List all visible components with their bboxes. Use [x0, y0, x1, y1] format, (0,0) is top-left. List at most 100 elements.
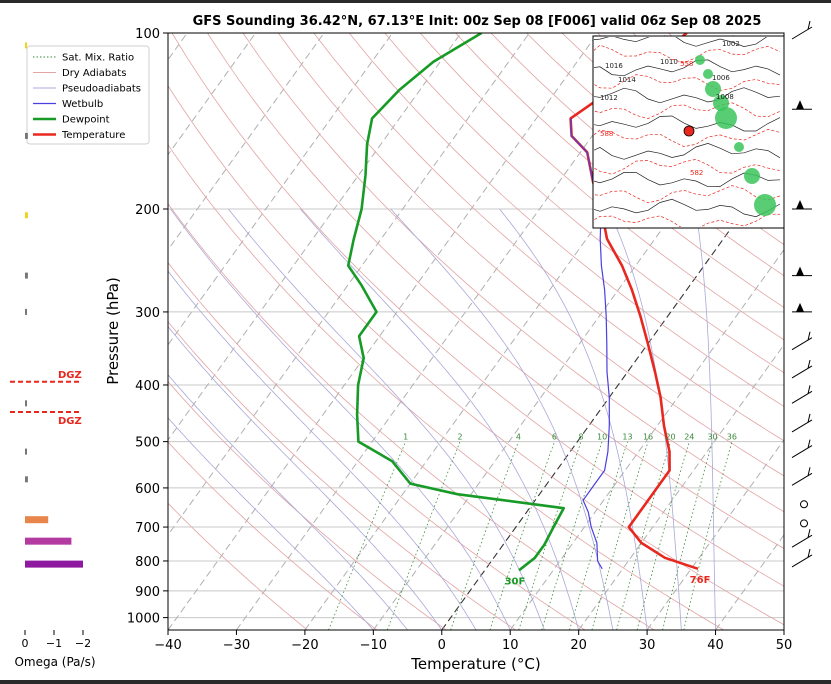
- isotherm-line: [168, 33, 393, 346]
- pseudoadiabat-line: [695, 208, 716, 630]
- mixing-ratio-line: [489, 441, 555, 630]
- mixing-ratio-label: 8: [578, 433, 583, 442]
- wind-barb-staff: [791, 419, 813, 433]
- x-tick-label: 50: [776, 638, 793, 653]
- mixing-ratio-line: [569, 441, 628, 630]
- y-tick-label: 800: [135, 555, 160, 570]
- dry-adiabat-line: [168, 321, 516, 630]
- omega-bar: [25, 400, 27, 407]
- mixing-ratio-label: 4: [516, 433, 521, 442]
- mixing-ratio-label: 36: [727, 433, 737, 442]
- mixing-ratio-line: [591, 441, 649, 630]
- legend-label: Pseudoadiabats: [62, 84, 141, 95]
- isotherm-line: [168, 33, 599, 630]
- inset-precip-blob: [754, 194, 776, 216]
- legend-label: Dewpoint: [62, 115, 110, 126]
- x-tick-label: 20: [570, 638, 587, 653]
- wind-barb-staff: [791, 26, 813, 40]
- omega-bar: [25, 448, 27, 455]
- inset-map-content: 1002 1006 1008 1010 1012 1014 1016 558 582 588: [594, 37, 781, 227]
- mixing-ratio-label: 1: [403, 433, 408, 442]
- isotherm-line: [441, 153, 784, 630]
- omega-bar: [25, 516, 49, 524]
- isotherm-line: [236, 33, 667, 630]
- isotherm-line: [646, 439, 784, 630]
- inset-contour-label: 1010: [660, 58, 678, 66]
- wind-barb-pennant: [796, 266, 804, 276]
- inset-precip-blob: [695, 55, 705, 65]
- omega-bar: [25, 560, 83, 568]
- pseudoadiabat-line: [168, 417, 374, 630]
- inset-isoline: [594, 44, 781, 64]
- inset-contour-label: 588: [600, 130, 613, 138]
- inset-isoline: [594, 59, 781, 77]
- wind-barb-staff: [791, 390, 813, 404]
- inset-isoline: [594, 213, 781, 227]
- y-tick-label: 600: [135, 482, 160, 497]
- inset-contour-label: 1012: [600, 94, 618, 102]
- omega-bar: [25, 212, 28, 219]
- omega-bar: [25, 537, 72, 545]
- inset-precip-blob: [703, 69, 713, 79]
- wind-barb-feather: [807, 359, 811, 369]
- dry-adiabat-line: [168, 203, 655, 630]
- wind-barb-staff: [791, 445, 813, 459]
- top-border: [0, 0, 831, 3]
- isotherm-line: [509, 248, 784, 630]
- chart-title: GFS Sounding 36.42°N, 67.13°E Init: 00z …: [193, 14, 762, 29]
- wind-barb-staff: [791, 337, 813, 351]
- x-tick-label: 10: [502, 638, 519, 653]
- mixing-ratio-label: 24: [684, 433, 694, 442]
- pseudoadiabat-line: [499, 208, 648, 630]
- inset-isoline: [594, 143, 781, 160]
- pseudoadiabat-line: [168, 374, 408, 630]
- omega-bar: [25, 272, 28, 279]
- pseudoadiabat-line: [168, 270, 477, 630]
- inset-contour-label: 582: [690, 169, 703, 177]
- wind-barb-feather: [807, 548, 811, 558]
- inset-isoline: [594, 37, 768, 47]
- omega-axis-label: Omega (Pa/s): [14, 655, 95, 669]
- omega-tick-label: −1: [46, 637, 62, 650]
- dry-adiabat-line: [168, 441, 378, 630]
- wind-barb-feather: [807, 439, 811, 449]
- x-tick-label: −30: [223, 638, 250, 653]
- dry-adiabat-line: [277, 33, 784, 477]
- mixing-ratio-label: 20: [665, 433, 675, 442]
- pseudoadiabat-line: [168, 325, 443, 630]
- inset-isoline: [594, 74, 781, 91]
- mixing-ratio-line: [541, 441, 603, 630]
- dry-adiabat-line: [168, 261, 586, 630]
- inset-contour-label: 1006: [712, 74, 730, 82]
- isotherm-line: [304, 33, 736, 630]
- y-tick-label: 700: [135, 521, 160, 536]
- omega-bar: [25, 132, 28, 139]
- wind-barb-feather: [807, 413, 811, 423]
- mixing-ratio-label: 6: [552, 433, 557, 442]
- dry-adiabat-line: [242, 33, 784, 513]
- mixing-ratio-line: [386, 441, 461, 630]
- dry-adiabat-line: [168, 380, 447, 630]
- y-tick-label: 900: [135, 585, 160, 600]
- surface-temperature-label: 76F: [690, 575, 711, 586]
- wind-barb-staff: [791, 534, 813, 548]
- x-tick-label: 30: [639, 638, 656, 653]
- inset-contour-label: 1016: [605, 62, 623, 70]
- wind-barb-feather: [807, 529, 811, 538]
- dry-adiabat-line: [348, 33, 784, 407]
- dgz-label: DGZ: [58, 370, 82, 381]
- dry-adiabat-line: [168, 502, 308, 630]
- wind-barb-feather: [807, 20, 811, 30]
- wind-barb-pennant: [796, 199, 804, 209]
- bottom-border: [0, 680, 831, 684]
- legend-label: Temperature: [61, 130, 125, 141]
- legend-label: Sat. Mix. Ratio: [62, 53, 134, 64]
- omega-tick-label: −2: [75, 637, 91, 650]
- mixing-ratio-line: [328, 441, 407, 630]
- inset-isoline: [594, 198, 781, 218]
- inset-precip-blob: [715, 107, 737, 129]
- mixing-ratio-line: [636, 441, 690, 630]
- wind-barb-calm: [800, 519, 808, 528]
- pseudoadiabat-line: [228, 208, 545, 630]
